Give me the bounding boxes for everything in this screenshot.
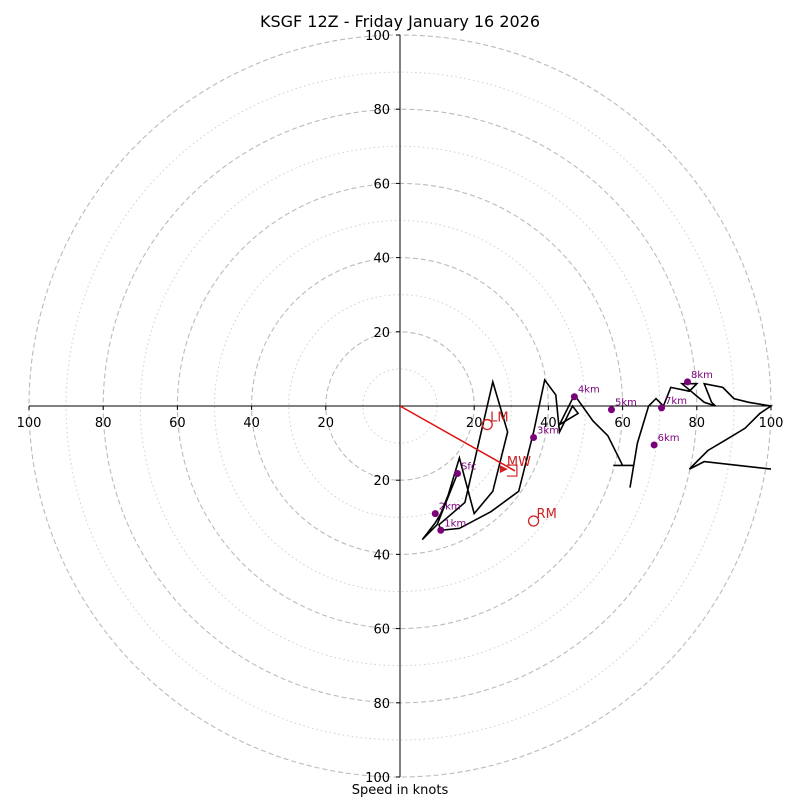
tick-labels: 100 80 60 40 20 20 40 60 80 100 100 80 60 40 20 20 40 60 8… xyxy=(17,29,784,786)
y-tick-label: 100 xyxy=(365,771,390,786)
y-tick-label: 60 xyxy=(373,623,390,638)
height-label-6km: 6km xyxy=(658,433,680,444)
height-marker-7km xyxy=(658,404,666,412)
x-tick-label: 100 xyxy=(17,416,42,431)
x-tick-label: 40 xyxy=(540,416,557,431)
wind-trace xyxy=(421,378,774,541)
height-marker-5km xyxy=(607,406,615,414)
storm-motion-lm xyxy=(481,418,493,431)
y-tick-label: 20 xyxy=(373,474,390,489)
y-tick-label: 80 xyxy=(373,103,390,118)
x-tick-label: 60 xyxy=(614,416,631,431)
mean-wind-arrowhead xyxy=(499,465,508,474)
y-tick-label: 20 xyxy=(373,326,390,341)
height-marker-sfc xyxy=(454,470,462,478)
storm-motion-rm xyxy=(527,515,540,527)
storm-label-rm: RM xyxy=(537,507,557,522)
x-tick-label: 60 xyxy=(169,416,186,431)
height-label-7km: 7km xyxy=(665,396,687,407)
x-tick-label: 80 xyxy=(95,416,112,431)
x-tick-label: 20 xyxy=(466,416,483,431)
height-marker-8km xyxy=(684,378,692,386)
x-tick-label: 80 xyxy=(689,416,706,431)
x-tick-label: 100 xyxy=(759,416,784,431)
y-tick-label: 40 xyxy=(373,252,390,267)
height-marker-6km xyxy=(650,441,658,449)
height-label-4km: 4km xyxy=(578,385,600,396)
storm-motions: LM RM MW xyxy=(399,405,557,527)
shear-vector-line xyxy=(399,405,516,472)
height-label-3km: 3km xyxy=(537,426,559,437)
wind-trace-line xyxy=(421,378,774,541)
height-label-8km: 8km xyxy=(691,370,713,381)
storm-label-lm: LM xyxy=(490,411,508,426)
height-marker-1km xyxy=(437,526,445,534)
mean-wind-bracket xyxy=(506,464,518,477)
y-tick-label: 80 xyxy=(373,697,390,712)
height-markers: Sfc 1km 2km 3km 4km 5km 6km 7km 8km xyxy=(431,370,713,534)
height-marker-3km xyxy=(530,434,538,442)
height-label-5km: 5km xyxy=(615,398,637,409)
chart-title: KSGF 12Z - Friday January 16 2026 xyxy=(259,12,541,31)
height-marker-4km xyxy=(570,393,578,401)
height-label-1km: 1km xyxy=(444,518,466,529)
height-label-2km: 2km xyxy=(439,502,461,513)
storm-label-mw: MW xyxy=(507,455,531,470)
x-axis-label: Speed in knots xyxy=(351,783,449,798)
x-tick-label: 40 xyxy=(243,416,260,431)
height-label-sfc: Sfc xyxy=(461,462,476,473)
y-tick-label: 100 xyxy=(365,29,390,44)
y-tick-label: 40 xyxy=(373,548,390,563)
y-tick-label: 60 xyxy=(373,177,390,192)
x-tick-label: 20 xyxy=(318,416,335,431)
height-marker-2km xyxy=(431,510,439,518)
